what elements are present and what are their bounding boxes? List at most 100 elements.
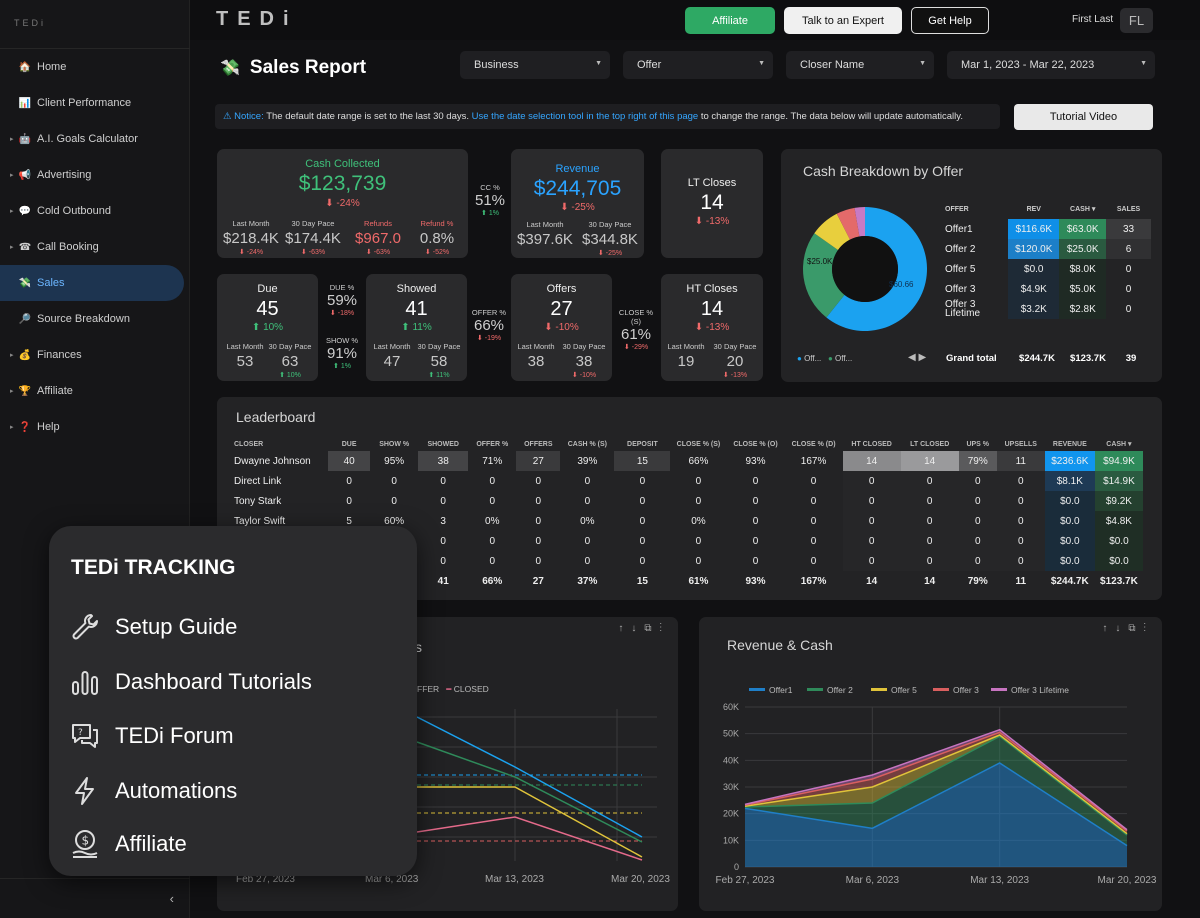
leaderboard-row[interactable]: Tony Stark 0 0 0 0 0 0 0 0 0 0 0 0 0 0 $0.0 $9.2K [228,491,1143,511]
lb-col-showed[interactable]: SHOWED [427,440,459,448]
lb-col-close-s[interactable]: CLOSE % (S) [676,440,721,448]
breakdown-row[interactable]: Offer 3 Lifetime $3.2K $2.8K 0 [941,299,1151,319]
business-select[interactable]: Business ▼ [460,51,610,79]
legend-label[interactable]: Offer 2 [827,685,853,695]
notice-link[interactable]: Use the date selection tool in the top r… [471,111,699,122]
expand-caret-icon[interactable]: ▸ [10,136,14,143]
leaderboard-row[interactable]: Direct Link 0 0 0 0 0 0 0 0 0 0 0 0 0 0 $8.1K $14.9K [228,471,1143,491]
revenue-cash-area-chart: 0 10K 20K 30K 40K 50K 60K Feb 27, 2023 Mar 6, 20… [716,685,1157,886]
expand-caret-icon[interactable]: ▸ [10,172,14,179]
series-line[interactable] [744,728,1128,831]
expand-caret-icon[interactable]: ▸ [10,424,14,431]
leaderboard-cell: 0 [440,495,446,507]
dashboard-tutorials-link[interactable]: Dashboard Tutorials [69,662,312,702]
lb-col-offer[interactable]: OFFER % [476,440,509,448]
expand-caret-icon[interactable]: ▸ [10,244,14,251]
legend-label[interactable]: Offer 5 [891,685,917,695]
tutorial-video-button[interactable]: Tutorial Video [1014,104,1153,130]
sidebar-item-finances[interactable]: ▸ 💰 Finances [0,337,190,373]
get-help-button[interactable]: Get Help [911,7,989,34]
mini-label: OFFER % [471,308,507,317]
sidebar-item-home[interactable]: 🏠 Home [0,49,190,85]
date-range-select[interactable]: Mar 1, 2023 - Mar 22, 2023 ▼ [947,51,1155,79]
lb-col-show[interactable]: SHOW % [379,440,410,448]
area-fill-1 [745,736,1127,846]
lb-col-revenue[interactable]: REVENUE [1052,440,1087,448]
lb-col-close-o[interactable]: CLOSE % (O) [733,440,778,448]
user-name[interactable]: First Last [1072,14,1114,25]
lb-col-cash-s[interactable]: CASH % (S) [567,440,607,448]
leaderboard-row[interactable]: Taylor Swift 5 60% 3 0% 0 0% 0 0% 0 0 0 0 0 0 $0.0 $4.8K [228,511,1143,531]
tedi-forum-link[interactable]: ? TEDi Forum [69,716,234,756]
leaderboard-cell: $14.9K [1094,471,1143,491]
avatar[interactable]: FL [1120,8,1153,33]
leaderboard-cell: 0 [752,515,759,527]
donut-slice[interactable] [854,207,865,237]
breakdown-row[interactable]: Offer1 $116.6K $63.0K 33 [941,219,1151,239]
sidebar-item-advertising[interactable]: ▸ 📢 Advertising [0,157,190,193]
sidebar-item-cold-outbound[interactable]: ▸ 💬 Cold Outbound [0,193,190,229]
series-line[interactable] [744,762,1128,847]
col-offer[interactable]: OFFER [945,205,969,213]
expand-caret-icon[interactable]: ▸ [10,388,14,395]
sidebar-item-call-booking[interactable]: ▸ ☎ Call Booking [0,229,190,265]
col-sales[interactable]: SALES [1116,205,1141,213]
leaderboard-cell: 0 [535,535,542,547]
series-line[interactable] [744,735,1128,836]
legend-label[interactable]: Offer1 [769,685,793,695]
mini-delta: ⬇ -19% [476,335,502,342]
lb-col-close-d[interactable]: CLOSE % (D) [791,440,836,448]
sidebar-item-source-breakdown[interactable]: 🔎 Source Breakdown [0,301,190,337]
affiliate-button[interactable]: Affiliate [685,7,775,34]
breakdown-row[interactable]: Offer 2 $120.0K $25.0K 6 [941,239,1151,259]
legend-label[interactable]: Offer 3 Lifetime [1011,685,1069,695]
donut-slice[interactable] [826,207,927,331]
chart-toolbar-icons[interactable]: ↑↓⧉⋮ [618,623,670,634]
lb-col-deposit[interactable]: DEPOSIT [627,440,658,448]
col-rev[interactable]: REV [1026,205,1041,213]
lb-col-offers[interactable]: OFFERS [524,440,553,448]
legend-pager-icon[interactable]: ◀ ▶ [908,352,927,363]
chart-toolbar-icons[interactable]: ↑↓⧉⋮ [1102,623,1154,634]
sidebar-item-client-performance[interactable]: 📊 Client Performance [0,85,190,121]
donut-legend[interactable]: ● Off... ● Off... [797,354,853,363]
lb-col-closer[interactable]: CLOSER [234,440,264,448]
leaderboard-cell: $4.8K [1094,511,1143,531]
collapse-sidebar-icon[interactable]: ‹ [169,891,174,906]
expand-caret-icon[interactable]: ▸ [10,352,14,359]
leaderboard-row[interactable]: Dwayne Johnson 40 95% 38 71% 27 39% 15 66% 93% 167… [228,451,1143,471]
donut-slice[interactable] [836,207,860,240]
lb-col-ups[interactable]: UPS % [966,440,990,448]
sidebar-item-affiliate[interactable]: ▸ 🏆 Affiliate [0,373,190,409]
sub-label: Last Month [517,342,555,351]
lb-col-cash[interactable]: CASH ▾ [1106,441,1132,448]
series-line[interactable] [744,731,1128,832]
automations-link[interactable]: Automations [69,771,237,811]
expand-caret-icon[interactable]: ▸ [10,208,14,215]
sidebar-item-a-i-goals-calculator[interactable]: ▸ 🤖 A.I. Goals Calculator [0,121,190,157]
sidebar-item-sales[interactable]: 💸 Sales [0,265,184,301]
series-line[interactable] [744,734,1128,835]
breakdown-row[interactable]: Offer 5 $0.0 $8.0K 0 [941,259,1151,279]
donut-slice[interactable] [814,213,850,250]
legend-label[interactable]: Offer 3 [953,685,979,695]
lb-col-ht-closed[interactable]: HT CLOSED [851,440,892,448]
sidebar-item-help[interactable]: ▸ ❓ Help [0,409,190,445]
col-cash[interactable]: CASH ▾ [1070,206,1096,213]
legend-swatch [871,688,887,691]
leaderboard-cell: 66% [688,455,709,467]
breakdown-row[interactable]: Offer 3 $4.9K $5.0K 0 [941,279,1151,299]
setup-guide-link[interactable]: Setup Guide [69,607,237,647]
donut-slice[interactable] [803,233,845,318]
showed-value: 41 [405,298,428,320]
talk-to-expert-button[interactable]: Talk to an Expert [784,7,902,34]
lb-col-upsells[interactable]: UPSELLS [1004,440,1037,448]
line-series-blue [416,716,643,838]
offer-select[interactable]: Offer ▼ [623,51,773,79]
closer-select[interactable]: Closer Name ▼ [786,51,934,79]
lb-col-due[interactable]: DUE [341,440,357,448]
affiliate-popup-link[interactable]: $ Affiliate [69,824,187,864]
lb-col-lt-closed[interactable]: LT CLOSED [910,440,950,448]
